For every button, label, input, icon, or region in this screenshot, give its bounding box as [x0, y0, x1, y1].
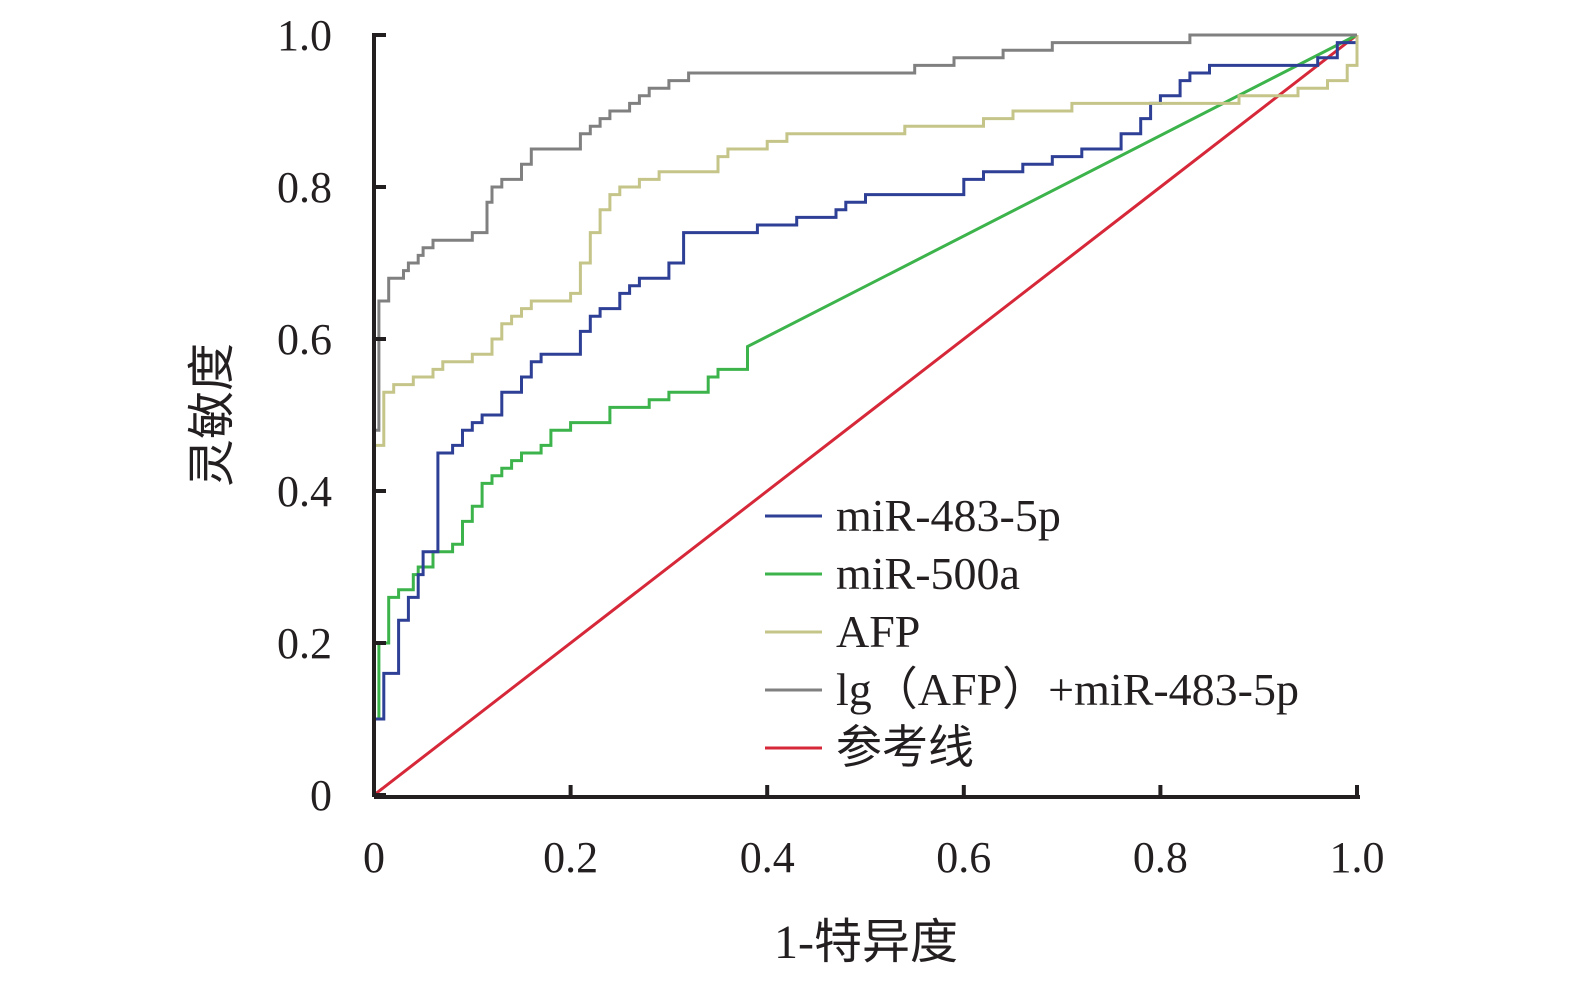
y-tick-label: 0.8	[277, 163, 332, 212]
y-tick-label: 0.6	[277, 315, 332, 364]
legend-label: 参考线	[836, 722, 974, 773]
series-line-3	[372, 33, 1357, 795]
legend-label: AFP	[836, 606, 920, 657]
axes	[372, 33, 1360, 799]
y-tick-label: 1.0	[277, 11, 332, 60]
series-line-2	[372, 35, 1359, 795]
legend-label: lg（AFP）+miR-483-5p	[836, 664, 1299, 715]
x-tick-label: 0.8	[1133, 833, 1188, 882]
legend-label: miR-500a	[836, 548, 1020, 599]
y-tick-label: 0.4	[277, 467, 332, 516]
x-tick-label: 1.0	[1330, 833, 1385, 882]
x-tick-label: 0.6	[936, 833, 991, 882]
series-line-4	[373, 33, 1358, 797]
x-tick-label: 0	[363, 833, 385, 882]
y-tick-label: 0	[310, 771, 332, 820]
x-axis-label: 1-特异度	[774, 916, 958, 969]
x-tick-label: 0.2	[543, 833, 598, 882]
y-tick-label: 0.2	[277, 619, 332, 668]
x-tick-label: 0.4	[740, 833, 795, 882]
series-layer	[372, 33, 1359, 797]
legend: miR-483-5p miR-500a AFP lg（AFP）+miR-483-5p 参…	[765, 490, 1299, 773]
legend-label: miR-483-5p	[836, 490, 1061, 541]
series-line-1	[372, 33, 1358, 795]
series-line-0	[372, 35, 1359, 795]
y-axis-label: 灵敏度	[186, 343, 239, 487]
ticks: 0 0.2 0.4 0.6 0.8 1.0 0 0.2 0.4 0.6 0.8 1.0	[277, 11, 1385, 882]
